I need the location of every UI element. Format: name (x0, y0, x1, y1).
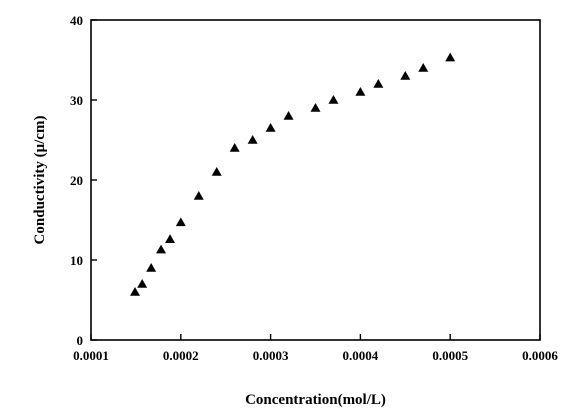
data-point (165, 234, 176, 243)
data-point (211, 167, 222, 176)
data-point (130, 287, 141, 296)
x-tick-label: 0.0002 (163, 348, 199, 363)
data-point (193, 191, 204, 200)
data-point (156, 244, 167, 254)
x-axis-ticks: 0.0001 0.0002 0.0003 0.0004 0.0005 0.0006 (73, 334, 558, 363)
x-tick-label: 0.0004 (343, 348, 379, 363)
x-axis-title: Concentration(mol/L) (245, 392, 386, 408)
x-tick-label: 0.0006 (522, 348, 558, 363)
data-point (137, 279, 148, 288)
y-axis-title: Conductivity (μ/cm) (32, 116, 48, 245)
data-point (373, 79, 384, 88)
y-tick-label: 40 (70, 13, 83, 28)
data-point (229, 143, 240, 152)
y-tick-label: 0 (77, 333, 84, 348)
y-tick-label: 10 (70, 253, 83, 268)
data-point (400, 71, 411, 80)
data-point (265, 123, 276, 132)
data-markers (130, 52, 456, 296)
data-point (283, 111, 294, 120)
data-point (328, 95, 339, 104)
plot-frame (90, 19, 541, 341)
data-point (445, 52, 456, 62)
data-point (310, 103, 321, 112)
data-point (355, 87, 366, 96)
data-point (418, 63, 429, 72)
x-tick-label: 0.0003 (253, 348, 289, 363)
data-point (175, 217, 186, 227)
data-point (146, 263, 157, 272)
data-point (247, 135, 258, 144)
y-tick-label: 30 (70, 93, 83, 108)
y-axis-ticks: 0 10 20 30 40 (70, 13, 97, 348)
plot-area (90, 19, 541, 341)
x-tick-label: 0.0005 (432, 348, 468, 363)
y-tick-label: 20 (70, 173, 83, 188)
x-tick-label: 0.0001 (73, 348, 109, 363)
